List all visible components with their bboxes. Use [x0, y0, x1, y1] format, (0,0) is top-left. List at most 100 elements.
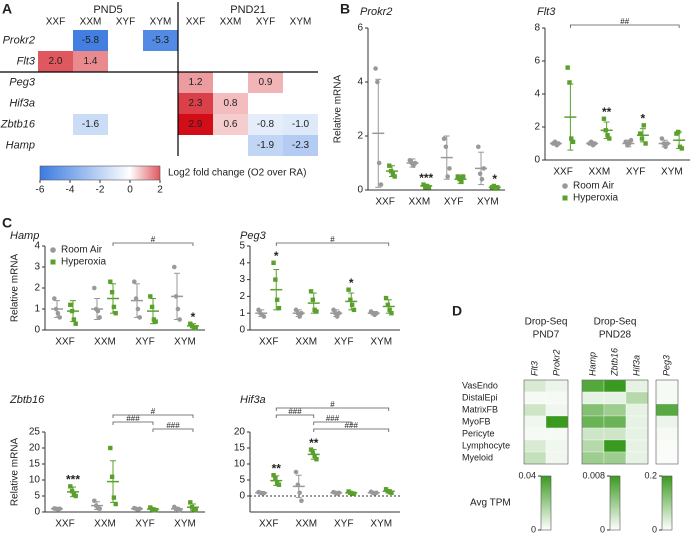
y-tick-label: 6	[534, 56, 540, 67]
colorbar-tick-label: 0.04	[518, 470, 536, 480]
heat-cell	[545, 451, 569, 465]
data-point	[349, 302, 355, 307]
data-point	[460, 174, 466, 179]
y-tick-label: 2	[239, 291, 245, 302]
bracket-label: ###	[126, 414, 140, 423]
x-tick-label: XYF	[334, 337, 353, 348]
data-point	[109, 474, 115, 479]
x-tick-label: XYM	[174, 519, 196, 530]
heat-cell	[655, 391, 679, 405]
x-tick-label: XXF	[55, 519, 74, 530]
data-point	[373, 66, 378, 71]
data-point	[149, 304, 155, 310]
colorbar-tick-label: -4	[66, 185, 75, 196]
y-tick-label: 0	[239, 491, 245, 502]
row-label: Hamp	[6, 139, 35, 151]
data-point	[71, 317, 77, 322]
y-axis-label: Relative mRNA	[10, 438, 21, 507]
data-point	[68, 484, 73, 489]
heat-cell	[523, 415, 547, 429]
data-point	[567, 80, 572, 85]
row-label: MatrixFB	[462, 404, 498, 414]
y-tick-label: 20	[234, 427, 246, 438]
data-point	[172, 264, 177, 270]
row-label: Hif3a	[9, 97, 35, 109]
block-title: Drop-Seq	[594, 317, 637, 328]
data-point	[135, 306, 141, 312]
y-tick-label: 5	[239, 241, 245, 252]
data-point	[314, 309, 319, 314]
x-tick-label: XXM	[295, 519, 317, 530]
cell-label: 2.0	[49, 56, 63, 67]
bracket	[313, 428, 390, 432]
x-tick-label: XXM	[409, 197, 431, 208]
colorbar-label: Avg TPM	[470, 498, 511, 509]
heat-cell	[545, 379, 569, 393]
colorbar	[661, 475, 673, 531]
data-point	[73, 321, 78, 326]
data-point	[132, 279, 137, 285]
data-point	[378, 182, 384, 187]
heat-cell	[73, 114, 108, 135]
x-tick-label: XYM	[174, 337, 196, 348]
data-point	[443, 144, 449, 150]
significance-mark: *	[349, 276, 354, 290]
y-tick-label: 0	[239, 325, 245, 336]
bracket-label: ##	[620, 17, 629, 26]
heat-cell	[545, 415, 569, 429]
y-tick-label: 15	[234, 443, 246, 454]
x-tick-label: XXF	[375, 197, 394, 208]
data-point	[299, 498, 304, 504]
significance-mark: *	[191, 310, 196, 324]
column-label: XXF	[46, 17, 65, 28]
heat-cell	[581, 415, 605, 429]
bracket	[275, 414, 315, 418]
legend-marker	[562, 195, 568, 201]
column-label: XYF	[256, 17, 275, 28]
data-point	[113, 501, 118, 507]
significance-mark: *	[492, 172, 497, 186]
gene-label: Peg3	[661, 355, 671, 376]
colorbar-tick-label: 0	[127, 185, 133, 196]
plot-title: Hif3a	[240, 394, 266, 406]
bracket	[152, 428, 194, 432]
heat-cell	[143, 30, 178, 51]
data-point	[274, 297, 280, 302]
data-point	[601, 116, 607, 121]
column-label: XYF	[116, 17, 135, 28]
heat-cell	[603, 427, 627, 441]
data-point	[111, 304, 117, 310]
significance-mark: **	[272, 461, 282, 475]
colorbar-tick-label: -6	[36, 185, 45, 196]
cell-label: -0.8	[257, 119, 275, 130]
data-point	[175, 306, 181, 312]
colorbar-tick-label: 0.2	[644, 470, 657, 480]
heat-cell	[248, 72, 283, 93]
y-tick-label: 10	[234, 459, 246, 470]
x-tick-label: XYF	[334, 519, 353, 530]
heat-cell	[178, 114, 213, 135]
legend-label: Hyperoxia	[573, 193, 618, 204]
y-tick-label: 0	[34, 325, 40, 336]
y-tick-label: 4	[239, 257, 245, 268]
data-point	[459, 179, 464, 185]
heat-cell	[523, 451, 547, 465]
bracket-label: #	[151, 235, 156, 244]
bracket	[112, 421, 154, 425]
data-point	[641, 123, 646, 128]
heat-cell	[655, 415, 679, 429]
data-point	[376, 160, 382, 166]
data-point	[441, 136, 447, 141]
y-tick-label: 2	[357, 131, 363, 142]
y-tick-label: 1	[34, 304, 40, 315]
panel-letter: C	[2, 215, 12, 231]
data-point	[271, 473, 276, 478]
data-point	[455, 174, 460, 179]
y-tick-label: 2	[34, 283, 40, 294]
colorbar	[609, 475, 621, 531]
heat-cell	[655, 403, 679, 417]
heat-cell	[655, 379, 679, 393]
data-point	[293, 469, 299, 475]
heat-cell	[625, 415, 649, 429]
data-point	[111, 495, 117, 500]
